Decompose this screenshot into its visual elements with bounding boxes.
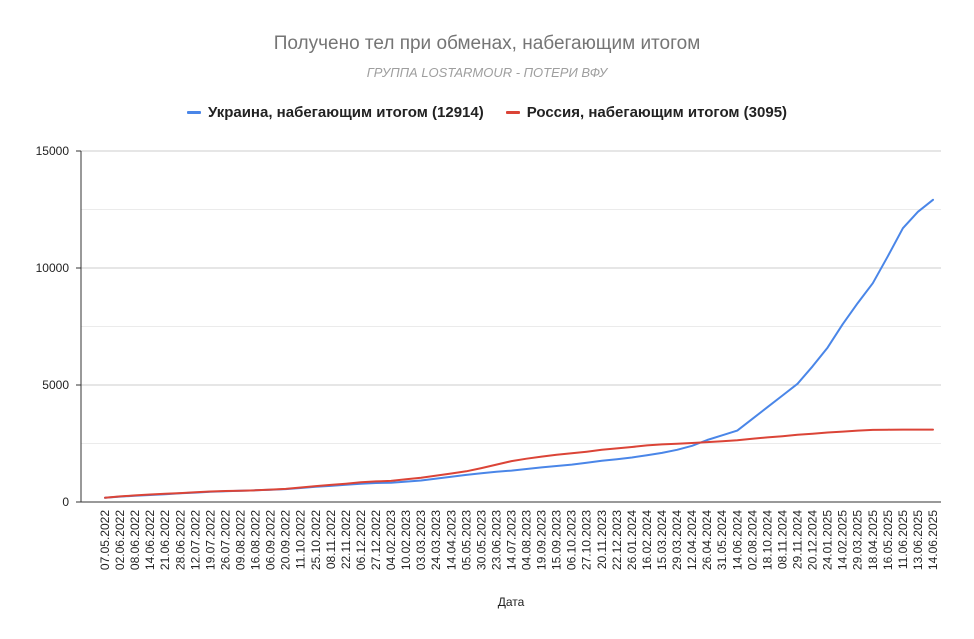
x-axis-title: Дата <box>498 595 525 609</box>
x-tick-label: 14.04.2023 <box>444 510 458 570</box>
x-tick-label: 31.05.2024 <box>715 510 729 570</box>
x-tick-label: 19.09.2023 <box>535 510 549 570</box>
x-tick-label: 06.09.2022 <box>264 510 278 570</box>
legend-label-ukraine: Украина, набегающим итогом (12914) <box>207 104 484 121</box>
x-tick-label: 22.12.2023 <box>610 510 624 570</box>
x-tick-label: 07.05.2022 <box>98 510 112 570</box>
x-tick-label: 24.01.2025 <box>821 510 835 570</box>
x-tick-label: 11.10.2022 <box>294 510 308 569</box>
x-tick-label: 11.06.2025 <box>896 510 910 569</box>
x-tick-label: 19.07.2022 <box>203 510 217 570</box>
x-tick-label: 10.02.2023 <box>399 510 413 570</box>
legend-label-russia: Россия, набегающим итогом (3095) <box>526 104 788 121</box>
x-tick-label: 26.04.2024 <box>700 510 714 570</box>
x-tick-label: 20.09.2022 <box>279 510 293 570</box>
series-line-russia[interactable] <box>104 428 934 499</box>
x-tick-label: 12.04.2024 <box>685 510 699 570</box>
x-tick-label: 16.05.2025 <box>881 510 895 570</box>
chart-title: Получено тел при обменах, набегающим ито… <box>273 33 701 54</box>
x-tick-label: 23.06.2023 <box>489 510 503 570</box>
x-tick-label: 20.11.2023 <box>595 510 609 569</box>
x-tick-label: 13.06.2025 <box>911 510 925 570</box>
x-tick-label: 05.05.2023 <box>459 510 473 570</box>
x-tick-label: 15.09.2023 <box>550 510 564 570</box>
x-tick-label: 02.08.2024 <box>745 510 759 570</box>
x-tick-label: 16.08.2022 <box>249 510 263 570</box>
x-tick-label: 29.03.2024 <box>670 510 684 570</box>
x-tick-label: 18.10.2024 <box>760 510 774 570</box>
x-tick-label: 16.02.2024 <box>640 510 654 570</box>
x-tick-label: 14.07.2023 <box>504 510 518 570</box>
series-lines <box>104 198 934 499</box>
x-tick-label: 20.12.2024 <box>806 510 820 570</box>
x-tick-label: 08.11.2022 <box>324 510 338 569</box>
legend-swatch-ukraine <box>186 111 201 114</box>
series-line-ukraine[interactable] <box>104 198 934 499</box>
y-tick-label: 10000 <box>36 261 70 275</box>
x-tick-label: 06.12.2022 <box>354 510 368 570</box>
x-tick-label: 09.08.2022 <box>233 510 247 570</box>
x-tick-label: 21.06.2022 <box>158 510 172 570</box>
x-tick-label: 30.05.2023 <box>474 510 488 570</box>
x-tick-label: 22.11.2022 <box>339 510 353 569</box>
legend-item-russia[interactable]: Россия, набегающим итогом (3095) <box>505 104 788 121</box>
grid-lines <box>81 150 941 503</box>
x-tick-label: 14.06.2022 <box>143 510 157 570</box>
x-tick-label: 04.02.2023 <box>384 510 398 570</box>
x-tick-label: 14.06.2024 <box>730 510 744 570</box>
legend-item-ukraine[interactable]: Украина, набегающим итогом (12914) <box>186 104 484 121</box>
x-tick-label: 26.07.2022 <box>218 510 232 570</box>
x-tick-label: 04.08.2023 <box>520 510 534 570</box>
x-tick-label: 02.06.2022 <box>113 510 127 570</box>
x-tick-label: 24.03.2023 <box>429 510 443 570</box>
x-tick-label: 15.03.2024 <box>655 510 669 570</box>
x-tick-label: 12.07.2022 <box>188 510 202 570</box>
x-tick-label: 18.04.2025 <box>866 510 880 570</box>
x-tick-label: 03.03.2023 <box>414 510 428 570</box>
x-tick-label: 29.03.2025 <box>851 510 865 570</box>
legend: Украина, набегающим итогом (12914) Росси… <box>0 104 974 121</box>
x-tick-label: 26.01.2024 <box>625 510 639 570</box>
x-tick-label: 25.10.2022 <box>309 510 323 570</box>
x-tick-label: 08.06.2022 <box>128 510 142 570</box>
y-tick-label: 0 <box>62 495 69 509</box>
x-tick-label: 08.11.2024 <box>775 510 789 569</box>
x-tick-label: 28.06.2022 <box>173 510 187 570</box>
y-tick-label: 15000 <box>36 144 70 158</box>
y-tick-label: 5000 <box>42 378 69 392</box>
x-axis: 07.05.2022 02.06.2022 08.06.2022 14.06.2022… <box>98 510 940 570</box>
x-tick-label: 06.10.2023 <box>565 510 579 570</box>
x-tick-label: 27.12.2022 <box>369 510 383 570</box>
x-tick-label: 27.10.2023 <box>580 510 594 570</box>
x-tick-label: 14.06.2025 <box>926 510 940 570</box>
x-tick-label: 29.11.2024 <box>791 510 805 569</box>
chart-subtitle: ГРУППА LOSTARMOUR - ПОТЕРИ ВФУ <box>366 65 608 80</box>
y-axis: 0 5000 10000 15000 <box>36 144 82 509</box>
legend-swatch-russia <box>505 111 520 114</box>
x-tick-label: 14.02.2025 <box>836 510 850 570</box>
